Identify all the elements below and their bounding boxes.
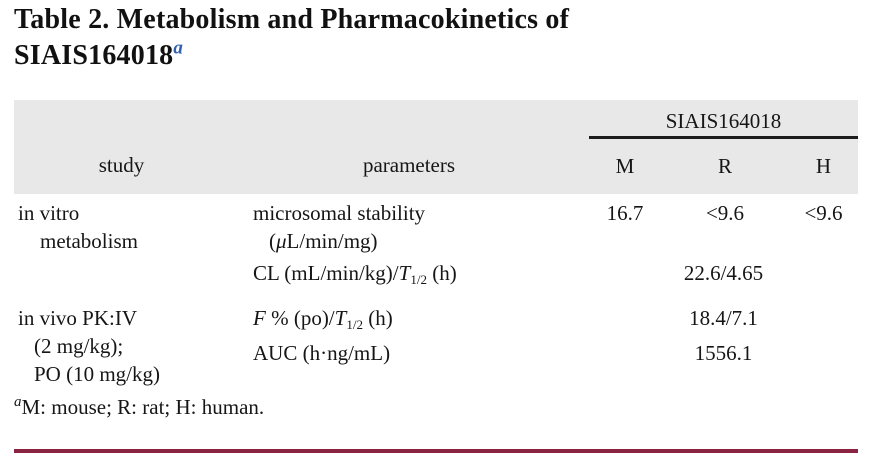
value-cl-thalf: 22.6/4.65 [589, 255, 858, 301]
pharmacokinetics-table: SIAIS164018 study parameters M R H in vi… [14, 100, 858, 392]
study-invivo-line3: PO (10 mg/kg) [34, 362, 160, 386]
table-row: AUC (h·ng/mL) 1556.1 [14, 336, 858, 392]
parameter-cell-cl: CL (mL/min/kg)/T1/2 (h) [229, 255, 589, 301]
t-half-symbol: T [334, 306, 347, 330]
column-header-study: study [14, 137, 229, 194]
f-symbol: F [253, 306, 266, 330]
table-footnote: aM: mouse; R: rat; H: human. [14, 392, 264, 422]
mu-symbol: μ [276, 229, 287, 253]
table-title: Table 2. Metabolism and Pharmacokinetics… [14, 2, 569, 74]
group-header-spacer [14, 100, 589, 138]
table-row: CL (mL/min/kg)/T1/2 (h) 22.6/4.65 [14, 255, 858, 301]
table-row: in vitro metabolism microsomal stability… [14, 194, 858, 301]
microsomal-label-line1: microsomal stability [253, 201, 426, 225]
group-header-compound: SIAIS164018 [589, 100, 858, 139]
value-microsomal-mouse: 16.7 [589, 194, 661, 255]
bottom-divider-rule [14, 449, 858, 453]
column-header-parameters: parameters [229, 137, 589, 194]
column-header-h: H [789, 137, 858, 194]
column-header-m: M [589, 137, 661, 194]
footnote-text: M: mouse; R: rat; H: human. [21, 395, 265, 419]
study-invitro-line2: metabolism [40, 229, 138, 253]
value-microsomal-human: <9.6 [789, 194, 858, 255]
parameter-cell-f: F % (po)/T1/2 (h) [229, 301, 589, 337]
column-header-r: R [661, 137, 789, 194]
title-footnote-marker: a [173, 37, 184, 59]
table-title-line2: SIAIS164018a [14, 38, 569, 74]
t-half-symbol: T [398, 261, 411, 285]
study-cell-invitro: in vitro metabolism [14, 194, 229, 301]
table-row: in vivo PK:IV (2 mg/kg); PO (10 mg/kg) F… [14, 301, 858, 392]
value-f-thalf: 18.4/7.1 [589, 301, 858, 337]
study-invitro-line1: in vitro [18, 201, 80, 225]
table-title-line1: Table 2. Metabolism and Pharmacokinetics… [14, 4, 570, 35]
study-invivo-line1: in vivo PK:IV [18, 306, 138, 330]
study-cell-invivo: in vivo PK:IV (2 mg/kg); PO (10 mg/kg) [14, 301, 229, 392]
column-header-row: study parameters M R H [14, 137, 858, 194]
compound-name: SIAIS164018 [14, 40, 174, 71]
microsomal-label-line2: (μL/min/mg) [269, 229, 378, 253]
parameter-cell-microsomal: microsomal stability (μL/min/mg) [229, 194, 589, 255]
table-header: SIAIS164018 study parameters M R H [14, 100, 858, 194]
value-microsomal-rat: <9.6 [661, 194, 789, 255]
study-invivo-line2: (2 mg/kg); [34, 334, 124, 358]
table-body: in vitro metabolism microsomal stability… [14, 194, 858, 392]
parameter-cell-auc: AUC (h·ng/mL) [229, 336, 589, 392]
value-auc: 1556.1 [589, 336, 858, 392]
group-header-row: SIAIS164018 [14, 100, 858, 139]
footnote-marker: a [14, 394, 22, 410]
